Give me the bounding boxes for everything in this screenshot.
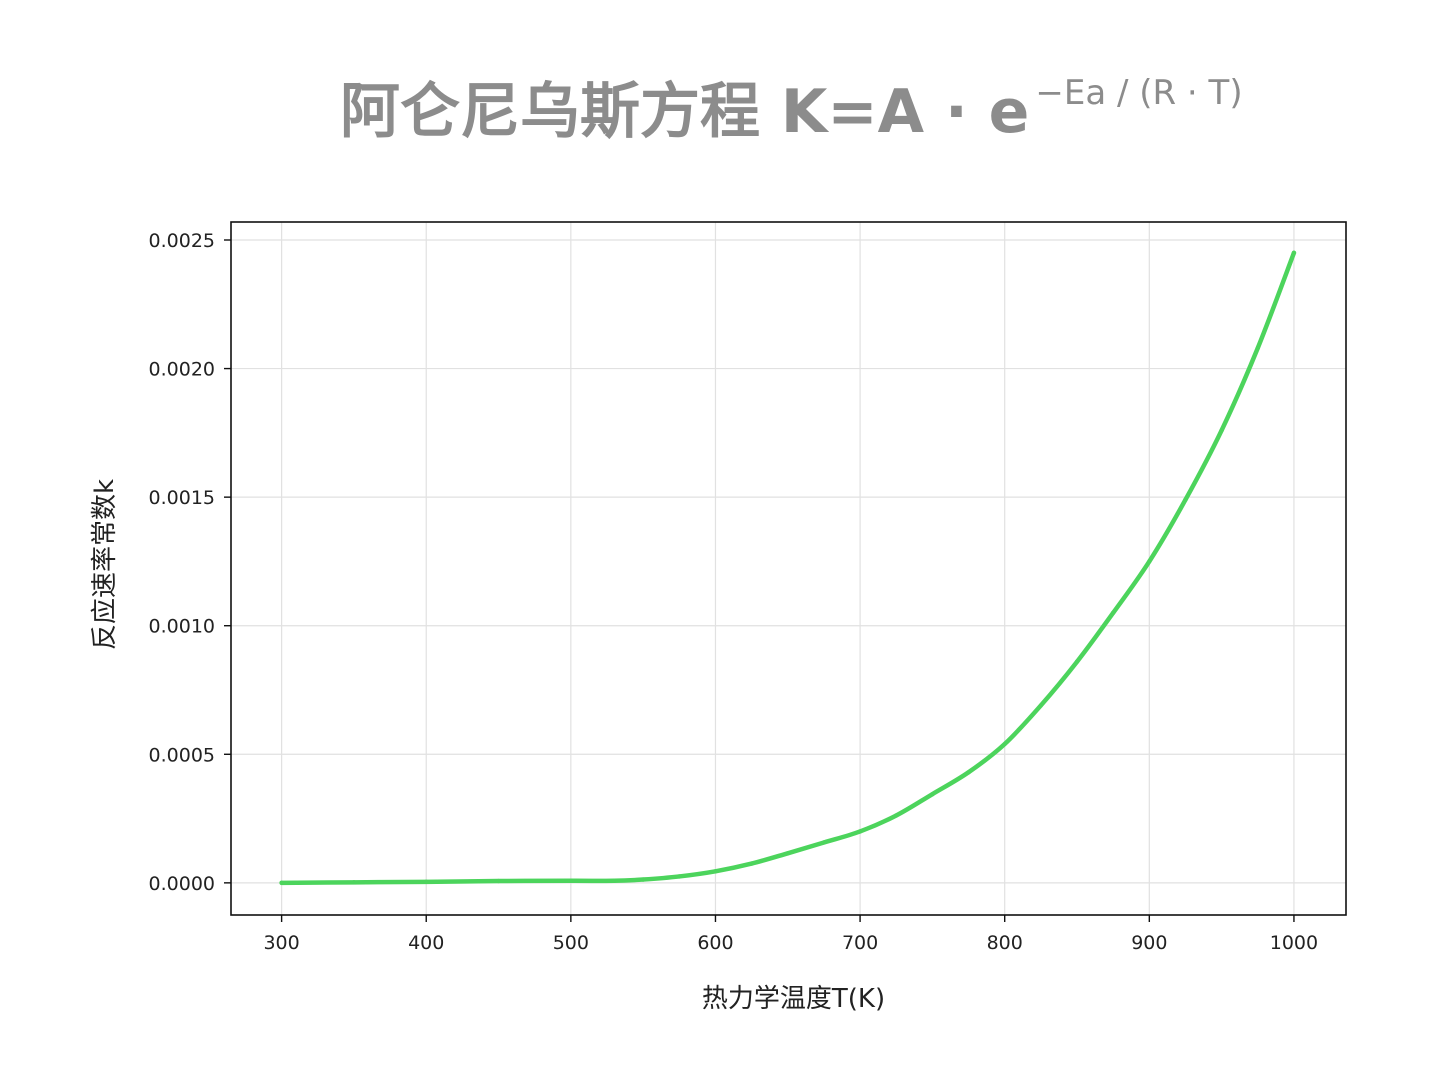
x-tick-label: 600 bbox=[697, 932, 733, 954]
data-point bbox=[749, 861, 754, 866]
series-line bbox=[279, 250, 1297, 886]
x-axis-label: 热力学温度T(K) bbox=[702, 984, 885, 1014]
data-point bbox=[1074, 659, 1080, 664]
data-point bbox=[1002, 741, 1007, 747]
data-point bbox=[424, 879, 429, 885]
x-tick-label: 800 bbox=[987, 932, 1023, 954]
data-point bbox=[1255, 345, 1260, 351]
plot-frame bbox=[230, 221, 1347, 916]
x-tick-label: 400 bbox=[408, 932, 444, 954]
x-tick-label: 300 bbox=[263, 932, 299, 954]
chart-title-main: 阿仑尼乌斯方程 K=A · e bbox=[340, 77, 1030, 147]
y-tick-label: 0.0020 bbox=[149, 359, 215, 381]
data-point bbox=[930, 791, 935, 797]
data-point bbox=[785, 851, 790, 856]
data-point bbox=[1291, 250, 1297, 256]
y-tick-label: 0.0025 bbox=[149, 230, 215, 252]
data-point bbox=[677, 874, 682, 879]
y-axis-label: 反应速率常数k bbox=[90, 479, 120, 650]
data-point bbox=[894, 813, 899, 818]
data-point bbox=[1038, 703, 1044, 708]
data-point bbox=[612, 878, 617, 883]
x-tick-label: 500 bbox=[553, 932, 589, 954]
ticks: 300 400 500 600 700 800 900 1000 0.0000 0.0005 0.0… bbox=[149, 230, 1319, 954]
y-tick-label: 0.0005 bbox=[149, 744, 215, 766]
chart-title: 阿仑尼乌斯方程 K=A · e −Ea / (R · T) bbox=[0, 72, 1431, 161]
data-point bbox=[640, 877, 646, 882]
data-point bbox=[1147, 559, 1152, 564]
y-tick-label: 0.0010 bbox=[149, 616, 215, 638]
data-point bbox=[821, 840, 827, 845]
data-point bbox=[496, 878, 501, 884]
x-tick-label: 1000 bbox=[1270, 932, 1318, 954]
series-layer bbox=[279, 250, 1297, 886]
data-point bbox=[568, 878, 574, 883]
data-point bbox=[279, 880, 284, 886]
grid bbox=[231, 222, 1346, 915]
data-point bbox=[1183, 497, 1188, 502]
data-point bbox=[857, 829, 863, 834]
x-tick-label: 700 bbox=[842, 932, 878, 954]
y-tick-label: 0.0015 bbox=[149, 487, 215, 509]
chart-title-exponent: −Ea / (R · T) bbox=[1035, 73, 1243, 113]
data-point bbox=[1219, 428, 1224, 433]
data-point bbox=[966, 770, 971, 775]
x-tick-label: 900 bbox=[1131, 932, 1167, 954]
data-point bbox=[1110, 610, 1116, 616]
y-tick-label: 0.0000 bbox=[149, 873, 215, 895]
data-point bbox=[351, 880, 357, 885]
data-point bbox=[713, 869, 718, 874]
